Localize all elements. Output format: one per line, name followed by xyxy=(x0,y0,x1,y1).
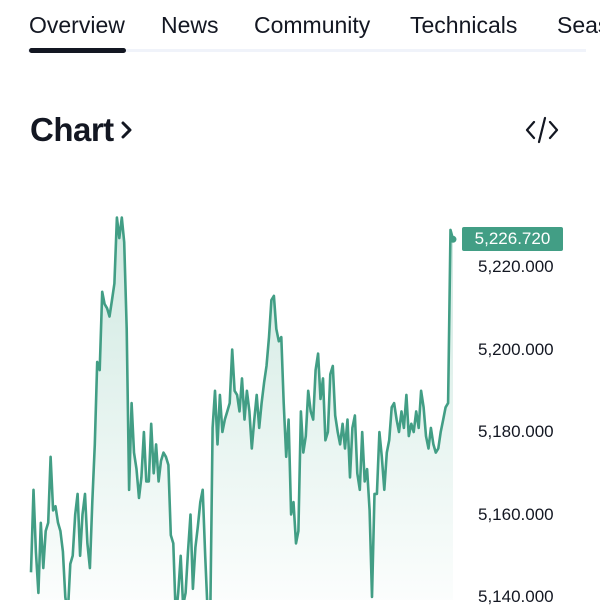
code-icon[interactable] xyxy=(524,114,560,146)
y-tick-label: 5,220.000 xyxy=(478,257,554,276)
chart-title: Chart xyxy=(30,111,114,148)
tab-seasonals[interactable]: Seasonals xyxy=(557,12,600,38)
y-tick-label: 5,160.000 xyxy=(478,504,554,524)
tab-news[interactable]: News xyxy=(161,12,219,38)
tab-technicals[interactable]: Technicals xyxy=(410,12,518,38)
y-tick-label: 5,180.000 xyxy=(478,422,554,441)
price-line xyxy=(29,216,455,607)
y-tick-label: 5,140.000 xyxy=(478,587,554,606)
last-price-label: 5,226.720 xyxy=(462,227,563,252)
price-chart-svg xyxy=(29,216,457,607)
price-area-fill xyxy=(31,217,453,607)
chevron-right-icon xyxy=(120,119,134,141)
active-tab-indicator xyxy=(29,48,126,53)
last-price-dot xyxy=(449,235,457,243)
tab-overview[interactable]: Overview xyxy=(29,12,125,38)
tab-community[interactable]: Community xyxy=(254,12,371,38)
tabs-divider xyxy=(28,49,586,52)
y-tick-label: 5,200.000 xyxy=(478,339,554,359)
chart-header-link[interactable]: Chart xyxy=(30,108,134,152)
tab-bar: Overview News Community Technicals Seaso… xyxy=(0,0,600,56)
price-chart[interactable]: 5,220.000 5,200.000 5,180.000 5,160.000 5,14… xyxy=(0,180,600,607)
